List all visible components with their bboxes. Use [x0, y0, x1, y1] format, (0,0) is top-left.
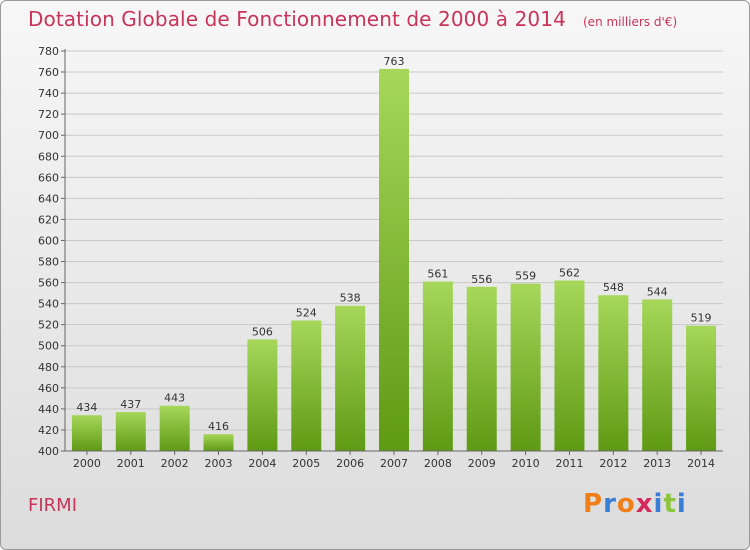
chart-subtitle: (en milliers d'€)	[583, 15, 678, 29]
bar-value-label: 519	[691, 312, 712, 325]
bar	[598, 295, 629, 451]
bar-value-label: 556	[471, 273, 492, 286]
labels-layer: 434 437 443 416 506 524 538 763 561 556 559 562 548 5…	[76, 55, 711, 433]
y-tick-label: 600	[38, 234, 59, 247]
bar-value-label: 443	[164, 392, 185, 405]
title-row: Dotation Globale de Fonctionnement de 20…	[28, 7, 677, 31]
x-tick-label: 2004	[248, 457, 276, 470]
x-tick-label: 2005	[292, 457, 320, 470]
bar-value-label: 506	[252, 325, 273, 338]
brand-letter: P	[583, 489, 604, 519]
brand-letter: o	[616, 489, 636, 519]
brand-letter: i	[653, 489, 664, 519]
y-tick-label: 760	[38, 66, 59, 79]
brand-letter: i	[676, 489, 687, 519]
x-tick-label: 2002	[161, 457, 189, 470]
x-tick-label: 2009	[468, 457, 496, 470]
x-tick-label: 2007	[380, 457, 408, 470]
y-tick-label: 580	[38, 256, 59, 269]
x-tick-label: 2011	[555, 457, 583, 470]
brand-logo: Proxiti	[583, 489, 687, 519]
y-tick-label: 700	[38, 129, 59, 142]
x-tick-label: 2003	[205, 457, 233, 470]
bars-layer	[71, 68, 717, 451]
bar-value-label: 416	[208, 420, 229, 433]
y-tick-label: 680	[38, 150, 59, 163]
y-tick-label: 620	[38, 213, 59, 226]
x-tick-label: 2012	[599, 457, 627, 470]
y-tick-label: 440	[38, 403, 59, 416]
brand-letter: t	[663, 489, 677, 519]
bar-value-label: 434	[76, 401, 97, 414]
y-tick-label: 720	[38, 108, 59, 121]
bar	[247, 339, 278, 451]
y-tick-label: 480	[38, 361, 59, 374]
y-tick-label: 420	[38, 424, 59, 437]
y-tick-label: 740	[38, 87, 59, 100]
bar	[203, 434, 234, 451]
bar-value-label: 437	[120, 398, 141, 411]
bar-value-label: 548	[603, 281, 624, 294]
x-tick-label: 2008	[424, 457, 452, 470]
bar	[379, 68, 409, 451]
bar-value-label: 538	[340, 292, 361, 305]
x-tick-label: 2000	[73, 457, 101, 470]
bar	[686, 325, 717, 451]
x-tick-label: 2013	[643, 457, 671, 470]
brand-letter: r	[603, 489, 617, 519]
y-tick-label: 540	[38, 298, 59, 311]
y-tick-label: 560	[38, 277, 59, 290]
bar	[642, 299, 673, 451]
bar	[510, 283, 541, 451]
axis-layer: 400 420 440 460 480 500 520 540 560 580 600 620 640 6…	[38, 45, 723, 470]
bar	[422, 281, 453, 451]
x-tick-label: 2014	[687, 457, 715, 470]
bar-value-label: 559	[515, 270, 536, 283]
bar-value-label: 561	[427, 268, 448, 281]
bar-value-label: 524	[296, 306, 317, 319]
x-tick-label: 2010	[512, 457, 540, 470]
bar	[554, 280, 585, 451]
bar	[291, 320, 322, 451]
bar	[115, 412, 146, 451]
bar	[466, 286, 497, 451]
brand-letter: x	[635, 489, 654, 519]
y-tick-label: 520	[38, 319, 59, 332]
y-tick-label: 640	[38, 192, 59, 205]
y-tick-label: 400	[38, 445, 59, 458]
y-tick-label: 500	[38, 340, 59, 353]
chart-title: Dotation Globale de Fonctionnement de 20…	[28, 7, 566, 31]
bar-value-label: 544	[647, 285, 668, 298]
bar	[71, 415, 102, 451]
y-tick-label: 780	[38, 45, 59, 58]
bar	[335, 305, 366, 451]
commune-name: FIRMI	[28, 495, 78, 516]
y-tick-label: 460	[38, 382, 59, 395]
bar-value-label: 763	[384, 55, 405, 68]
y-tick-label: 660	[38, 171, 59, 184]
x-tick-label: 2006	[336, 457, 364, 470]
x-tick-label: 2001	[117, 457, 145, 470]
bar	[159, 405, 190, 451]
bar-value-label: 562	[559, 266, 580, 279]
